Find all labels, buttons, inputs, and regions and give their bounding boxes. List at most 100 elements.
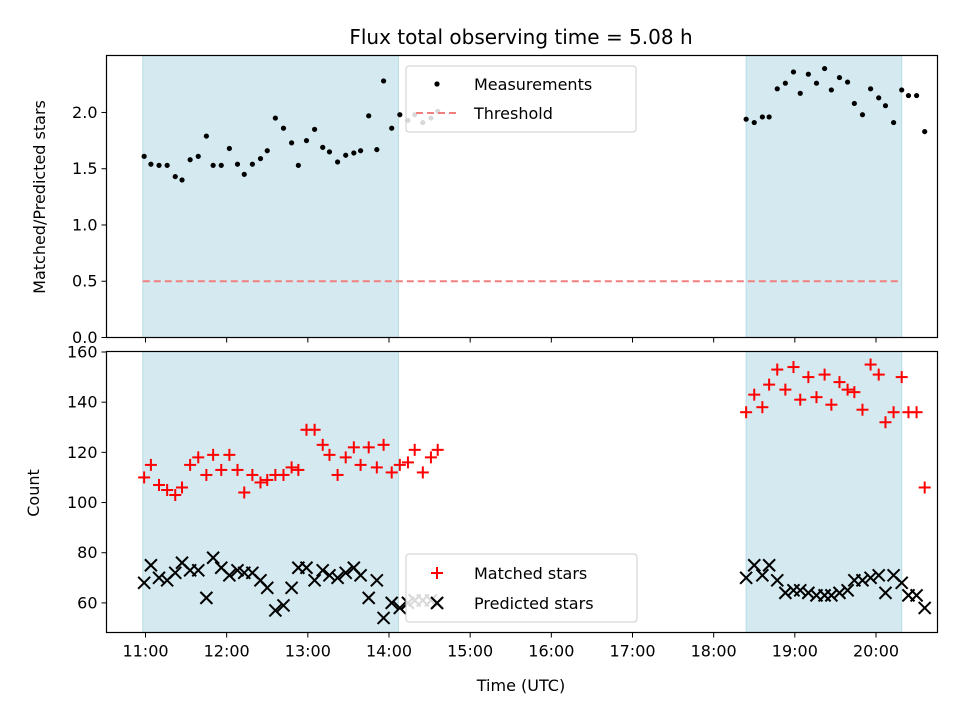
matched-star-point bbox=[200, 468, 213, 481]
y-tick-label: 160 bbox=[67, 343, 98, 362]
matched-star-point bbox=[431, 443, 444, 456]
legend-predicted-label: Predicted stars bbox=[474, 594, 594, 613]
measurement-point bbox=[218, 162, 224, 168]
legend-predicted-marker bbox=[430, 596, 444, 610]
measurement-point bbox=[913, 92, 920, 99]
predicted-star-point bbox=[353, 568, 368, 583]
matched-star-point bbox=[246, 468, 259, 481]
measurement-point bbox=[195, 153, 201, 159]
matched-star-point bbox=[261, 473, 274, 486]
y-tick-label: 80 bbox=[77, 543, 97, 562]
matched-star-point bbox=[856, 403, 869, 416]
measurement-point bbox=[790, 69, 797, 75]
measurement-point bbox=[289, 140, 295, 146]
shaded-interval-2 bbox=[745, 55, 903, 338]
matched-star-point bbox=[841, 383, 854, 396]
measurement-point bbox=[882, 103, 889, 109]
predicted-star-point bbox=[762, 558, 776, 572]
measurement-point bbox=[156, 162, 162, 168]
matched-star-point bbox=[818, 368, 831, 381]
measurement-point bbox=[766, 114, 772, 120]
matched-star-point bbox=[756, 401, 769, 414]
measurement-point bbox=[922, 128, 928, 135]
x-tick-label: 16:00 bbox=[528, 642, 574, 661]
measurement-point bbox=[264, 148, 270, 154]
shaded-interval-2 bbox=[745, 351, 903, 633]
matched-star-point bbox=[748, 388, 761, 401]
matched-star-point bbox=[339, 451, 352, 464]
matched-star-point bbox=[910, 406, 923, 419]
x-axis-label: Time (UTC) bbox=[476, 676, 565, 695]
y-tick-label: 140 bbox=[67, 393, 98, 412]
x-tick-label: 18:00 bbox=[691, 642, 737, 661]
predicted-star-point bbox=[778, 586, 793, 600]
top-y-axis-label: Matched/Predicted stars bbox=[30, 100, 49, 294]
matched-star-point bbox=[308, 423, 321, 436]
matched-star-point bbox=[424, 451, 437, 464]
predicted-star-point bbox=[863, 571, 878, 585]
measurement-point bbox=[343, 152, 349, 158]
matched-star-point bbox=[323, 448, 336, 461]
predicted-star-point bbox=[770, 573, 784, 588]
matched-star-point bbox=[215, 463, 228, 476]
predicted-star-point bbox=[755, 568, 770, 583]
matched-star-point bbox=[377, 438, 390, 451]
predicted-star-point bbox=[362, 591, 376, 605]
y-tick-label: 100 bbox=[67, 493, 98, 512]
matched-star-point bbox=[810, 391, 823, 404]
predicted-star-point bbox=[284, 581, 299, 595]
predicted-star-point bbox=[801, 586, 816, 600]
measurement-point bbox=[226, 145, 232, 152]
predicted-star-point bbox=[191, 563, 205, 577]
measurement-point bbox=[311, 126, 318, 132]
predicted-star-point bbox=[840, 583, 855, 598]
matched-star-point bbox=[895, 371, 908, 384]
matched-star-point bbox=[169, 489, 182, 502]
measurement-point bbox=[380, 78, 387, 84]
matched-star-point bbox=[176, 481, 189, 494]
bottom-legend-box bbox=[405, 553, 638, 623]
top-chart-title: Flux total observing time = 5.08 h bbox=[349, 25, 692, 49]
measurement-point bbox=[141, 153, 147, 159]
measurement-point bbox=[374, 146, 380, 153]
x-tick-label: 12:00 bbox=[204, 642, 250, 661]
matched-star-point bbox=[292, 463, 305, 476]
measurement-point bbox=[334, 159, 341, 165]
x-tick-label: 17:00 bbox=[609, 642, 655, 661]
measurement-point bbox=[295, 162, 301, 168]
predicted-star-point bbox=[222, 568, 237, 583]
predicted-star-point bbox=[268, 603, 283, 618]
matched-star-point bbox=[316, 438, 329, 451]
measurement-point bbox=[890, 119, 897, 126]
predicted-star-point bbox=[206, 551, 220, 565]
matched-star-point bbox=[825, 398, 838, 411]
predicted-star-point bbox=[909, 588, 924, 603]
predicted-star-point bbox=[384, 596, 399, 610]
matched-star-point bbox=[833, 376, 846, 389]
predicted-star-point bbox=[871, 568, 886, 583]
predicted-star-point bbox=[144, 558, 158, 572]
predicted-star-point bbox=[917, 601, 932, 615]
measurement-point bbox=[249, 161, 255, 167]
top-legend-box bbox=[405, 65, 637, 133]
measurement-point bbox=[351, 150, 357, 156]
matched-star-point bbox=[207, 448, 220, 461]
predicted-star-point bbox=[260, 581, 274, 595]
measurement-point bbox=[280, 125, 287, 131]
bottom-panel: 60 80 100 120 140 160 11:00 12:00 13:00 14:00 15:0… bbox=[24, 343, 939, 695]
matched-star-point bbox=[802, 371, 815, 384]
matched-star-point bbox=[401, 456, 414, 469]
y-tick-label: 120 bbox=[67, 443, 98, 462]
predicted-star-point bbox=[316, 563, 330, 577]
predicted-star-point bbox=[832, 586, 847, 600]
y-tick-label: 1.0 bbox=[72, 215, 97, 234]
matched-star-point bbox=[254, 476, 267, 489]
y-tick-label: 0.5 bbox=[72, 272, 97, 291]
matched-star-point bbox=[285, 461, 298, 474]
predicted-star-point bbox=[376, 611, 391, 625]
matched-star-point bbox=[864, 358, 877, 371]
matched-star-point bbox=[794, 393, 807, 406]
predicted-star-point bbox=[793, 583, 807, 598]
measurement-point bbox=[743, 116, 749, 122]
y-tick-label: 2.0 bbox=[72, 103, 97, 122]
